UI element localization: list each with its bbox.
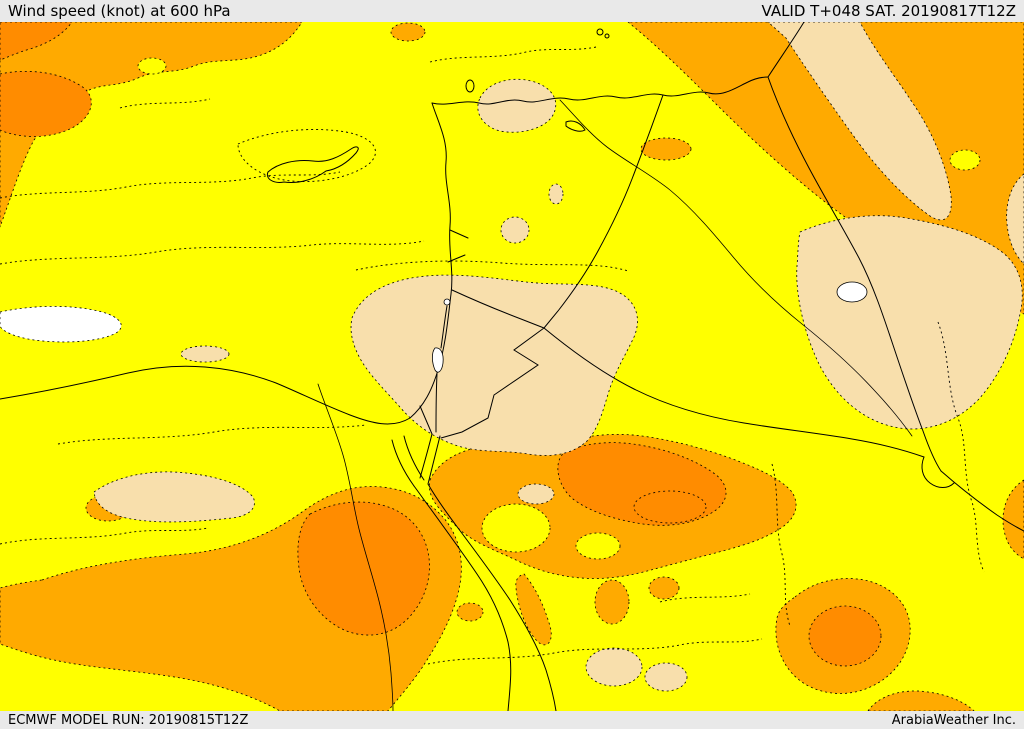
contour-dotted-4 [57, 424, 367, 445]
yellow-hole-northwest [137, 57, 167, 75]
wind-band-tan-top-center [477, 78, 557, 133]
header-bar: Wind speed (knot) at 600 hPa VALID T+048… [0, 0, 1024, 22]
bands-yellow-holes [137, 57, 981, 560]
wind-band-orange-northwest [0, 22, 303, 228]
border-syria-iraq [543, 94, 664, 329]
bands-tan [93, 22, 1024, 692]
brand-label: ArabiaWeather Inc. [891, 712, 1016, 728]
lake-top-1 [596, 28, 604, 36]
wind-band-tan-small-1 [500, 216, 530, 244]
wind-band-tan-center-spot [517, 483, 555, 505]
footer-bar: ECMWF MODEL RUN: 20190815T12Z ArabiaWeat… [0, 711, 1024, 729]
isotach-contours-dotted [0, 46, 985, 665]
wind-band-tan-bottom-1 [585, 647, 643, 687]
contour-dotted-7 [0, 527, 209, 545]
wind-band-orange-top-center-spot [640, 137, 692, 161]
river-euphrates [559, 99, 913, 437]
wind-speed-map-image [0, 22, 1024, 711]
river-nile [317, 383, 394, 711]
map-title: Wind speed (knot) at 600 hPa [8, 2, 231, 20]
lake-north [465, 79, 475, 93]
border-turkey-south [431, 76, 769, 105]
wind-band-deep-center-2 [633, 490, 707, 524]
contour-dotted-8 [429, 46, 597, 63]
contour-dotted-5 [937, 321, 985, 573]
wind-band-orange-top-small [390, 22, 426, 42]
wind-band-orange-spot-1 [594, 579, 630, 625]
wind-band-tan-center [350, 274, 638, 456]
contour-dotted-9 [771, 463, 791, 627]
coastline-gulf-of-suez-west [391, 439, 415, 487]
wind-band-tan-right-edge [1006, 173, 1024, 265]
coastline-red-sea-west [413, 485, 512, 711]
lake-galilee [443, 298, 451, 306]
coastline-levant-egypt [0, 102, 453, 425]
wind-band-tan-northeast-streak [767, 22, 952, 221]
border-iraq-saudi [543, 327, 925, 458]
wind-band-tan-east [796, 215, 1023, 430]
contour-dotted-10 [355, 260, 629, 272]
lake-dead-sea [431, 347, 444, 373]
wind-band-orange-spot-2 [648, 576, 680, 600]
wind-band-deep-southeast [808, 605, 882, 667]
yellow-hole-center-1 [481, 503, 551, 553]
wind-band-deep-west [0, 70, 92, 137]
yellow-hole-northeast [949, 149, 981, 171]
border-jordan-israel [435, 373, 438, 433]
wind-band-tan-bottom-2 [644, 662, 688, 692]
coastline-gulf-of-aqaba-west [419, 433, 433, 479]
lake-top-2 [604, 33, 610, 39]
wind-band-orange-spot-3 [456, 602, 484, 622]
wind-band-white-west [0, 305, 122, 343]
contour-dotted-11 [659, 593, 751, 603]
bands-white [0, 305, 122, 343]
coastline-gulf-of-suez-east [403, 435, 425, 481]
border-syria-jordan [451, 289, 545, 329]
coastline-red-sea-east [427, 483, 557, 711]
coastline-cyprus [266, 146, 359, 183]
wind-band-tan-coast-spot [180, 345, 230, 363]
border-iraq-iran [767, 76, 942, 472]
border-turkey-iran [767, 22, 805, 78]
wind-band-tan-small-2 [548, 183, 564, 205]
coastline-persian-gulf [940, 470, 1024, 532]
contour-dotted-12 [119, 98, 211, 109]
map-canvas [0, 22, 1024, 711]
contour-dotted-3 [237, 129, 376, 183]
wind-band-orange-bottom-edge [867, 690, 975, 711]
border-israel-egypt [419, 405, 433, 435]
valid-time-label: VALID T+048 SAT. 20190817T12Z [761, 2, 1016, 20]
coastline-kuwait [921, 456, 955, 488]
lake-tharthar [836, 281, 868, 303]
wind-band-deep-corner [0, 22, 73, 61]
wind-band-orange-center-finger [515, 573, 552, 646]
geography-lines [0, 22, 1024, 711]
wind-band-tan-west [93, 471, 255, 523]
yellow-hole-center-2 [575, 532, 621, 560]
wind-band-deep-egypt [297, 501, 430, 636]
bands-deep-orange [0, 22, 882, 667]
coastline-gulf-of-aqaba-east [427, 435, 441, 485]
wind-band-orange-right-edge [1002, 479, 1024, 560]
model-run-label: ECMWF MODEL RUN: 20190815T12Z [8, 712, 249, 728]
lake-assad [565, 120, 586, 132]
border-jordan-saudi [440, 327, 545, 439]
border-lebanon-1 [449, 229, 469, 239]
river-jordan [440, 305, 448, 349]
